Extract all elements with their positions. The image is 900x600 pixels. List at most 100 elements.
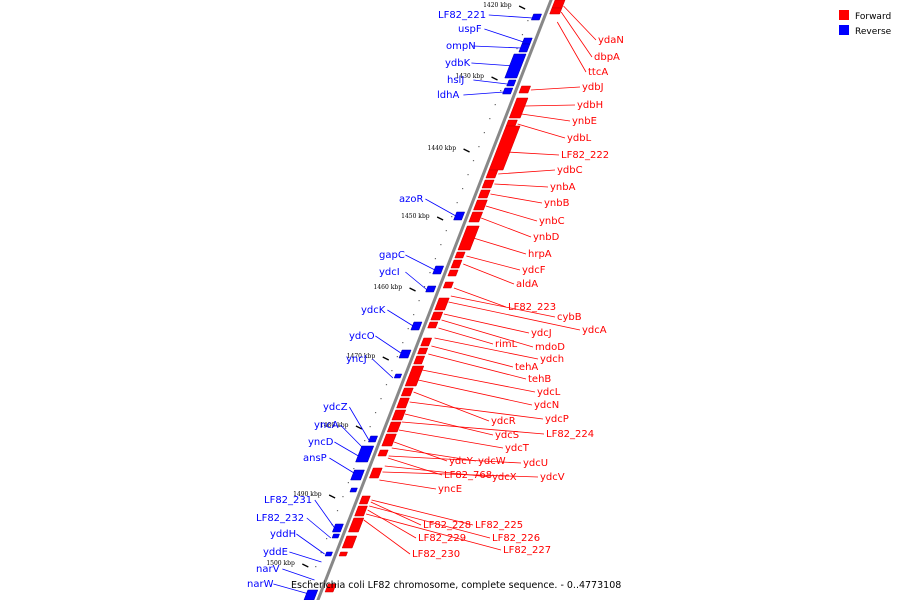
- track-dot: [489, 118, 491, 120]
- reverse-gene: [398, 349, 412, 359]
- reverse-gene: [504, 53, 527, 79]
- leader-line-forward: [530, 86, 581, 91]
- gene-label-forward: cybB: [557, 312, 582, 323]
- track-dot: [402, 342, 404, 344]
- leader-line-forward: [367, 509, 417, 539]
- label-layer: LF82_221 uspF ompN ydbK hslJ ldhA azoR gapC ydcI…: [247, 10, 624, 590]
- forward-gene: [338, 551, 348, 557]
- gene-label-forward: ydcW: [478, 456, 506, 467]
- forward-gene: [391, 409, 407, 421]
- gene-layer: [303, 0, 566, 600]
- leader-line-forward: [379, 479, 437, 490]
- tick-label: 1480 kbp: [320, 422, 349, 429]
- leader-line-forward: [560, 11, 593, 58]
- forward-gene: [434, 297, 450, 311]
- reverse-gene: [324, 551, 333, 557]
- track-dot: [527, 20, 529, 22]
- gene-label-forward: LF82_229: [418, 533, 466, 544]
- gene-label-forward: ydaN: [598, 35, 624, 46]
- gene-label-forward: ydcX: [492, 472, 517, 483]
- track-dot: [396, 356, 398, 358]
- gene-label-reverse: yddE: [263, 547, 288, 558]
- reverse-gene: [303, 589, 319, 600]
- forward-gene: [368, 467, 383, 479]
- track-dot: [445, 230, 447, 232]
- forward-gene: [404, 365, 425, 387]
- leader-line-reverse: [289, 551, 322, 563]
- gene-label-reverse: ydbK: [445, 58, 471, 69]
- gene-label-forward: ydbH: [577, 100, 603, 111]
- gene-label-forward: ydcA: [582, 325, 607, 336]
- leader-line-forward: [401, 421, 545, 435]
- gene-label-forward: ttcA: [588, 67, 608, 78]
- leader-line-forward: [506, 151, 560, 156]
- gene-label-forward: ydcJ: [531, 328, 552, 339]
- gene-label-reverse: narW: [247, 579, 274, 590]
- leader-line-reverse: [375, 335, 403, 355]
- track-dot: [483, 132, 485, 134]
- gene-label-forward: tehA: [515, 362, 538, 373]
- forward-gene: [473, 199, 488, 211]
- track-dot: [472, 160, 475, 162]
- tick-label: 1450 kbp: [401, 213, 430, 220]
- leader-line-forward: [494, 183, 549, 188]
- leader-line-forward: [422, 369, 536, 393]
- gene-label-forward: ydcS: [495, 430, 519, 441]
- reverse-gene: [410, 321, 423, 331]
- leader-line-forward: [404, 413, 494, 436]
- gene-label-forward: ynbA: [550, 182, 576, 193]
- track-dot: [462, 188, 464, 190]
- gene-label-reverse: yncA: [314, 420, 339, 431]
- leader-line-forward: [517, 123, 566, 139]
- leader-line-forward: [428, 353, 527, 380]
- track-dot: [369, 426, 371, 428]
- leader-line-forward: [370, 501, 422, 526]
- gene-label-forward: ydcL: [537, 387, 561, 398]
- gene-label-forward: LF82_225: [475, 520, 523, 531]
- tick-label: 1470 kbp: [347, 353, 376, 360]
- track-dot: [429, 272, 431, 274]
- forward-gene: [430, 311, 444, 321]
- forward-gene: [417, 347, 429, 355]
- leader-line-forward: [463, 263, 515, 285]
- forward-gene: [454, 251, 466, 259]
- leader-line-forward: [438, 327, 494, 345]
- gene-label-reverse: LF82_232: [256, 513, 304, 524]
- track-dot: [364, 440, 366, 442]
- gene-label-forward: hrpA: [528, 249, 552, 260]
- track-dot: [320, 552, 322, 554]
- gene-label-forward: ydcF: [522, 265, 546, 276]
- reverse-gene: [453, 211, 466, 221]
- map-caption: Escherichia coli LF82 chromosome, comple…: [291, 580, 621, 591]
- gene-label-forward: LF82_228: [423, 520, 471, 531]
- gene-label-forward: LF82_227: [503, 545, 551, 556]
- gene-label-reverse: ansP: [303, 453, 327, 464]
- leader-line-forward: [485, 205, 538, 222]
- forward-gene: [386, 421, 402, 433]
- reverse-gene: [521, 37, 533, 45]
- leader-line-reverse: [405, 271, 428, 291]
- forward-gene: [485, 169, 499, 179]
- legend-label-forward: Forward: [855, 12, 891, 22]
- leader-line-forward: [413, 391, 490, 422]
- forward-gene: [457, 225, 480, 251]
- gene-label-forward: ydbC: [557, 165, 583, 176]
- leader-line-forward: [466, 255, 521, 271]
- leader-line-reverse: [306, 517, 332, 539]
- reverse-gene: [350, 469, 365, 481]
- chromosome-backbone: [316, 0, 553, 600]
- forward-gene: [518, 85, 532, 94]
- leader-line-forward: [387, 457, 443, 476]
- track-dot: [407, 328, 409, 330]
- gene-label-reverse: azoR: [399, 194, 423, 205]
- gene-label-reverse: ydcZ: [323, 402, 348, 413]
- gene-label-reverse: ydcO: [349, 331, 375, 342]
- gene-label-forward: ydcT: [505, 443, 530, 454]
- gene-label-forward: ydcU: [523, 458, 548, 469]
- gene-label-reverse: gapC: [379, 250, 405, 261]
- forward-gene: [420, 337, 433, 347]
- gene-label-forward: ynbB: [544, 198, 570, 209]
- forward-gene: [442, 281, 454, 289]
- gene-label-forward: LF82_230: [412, 549, 460, 560]
